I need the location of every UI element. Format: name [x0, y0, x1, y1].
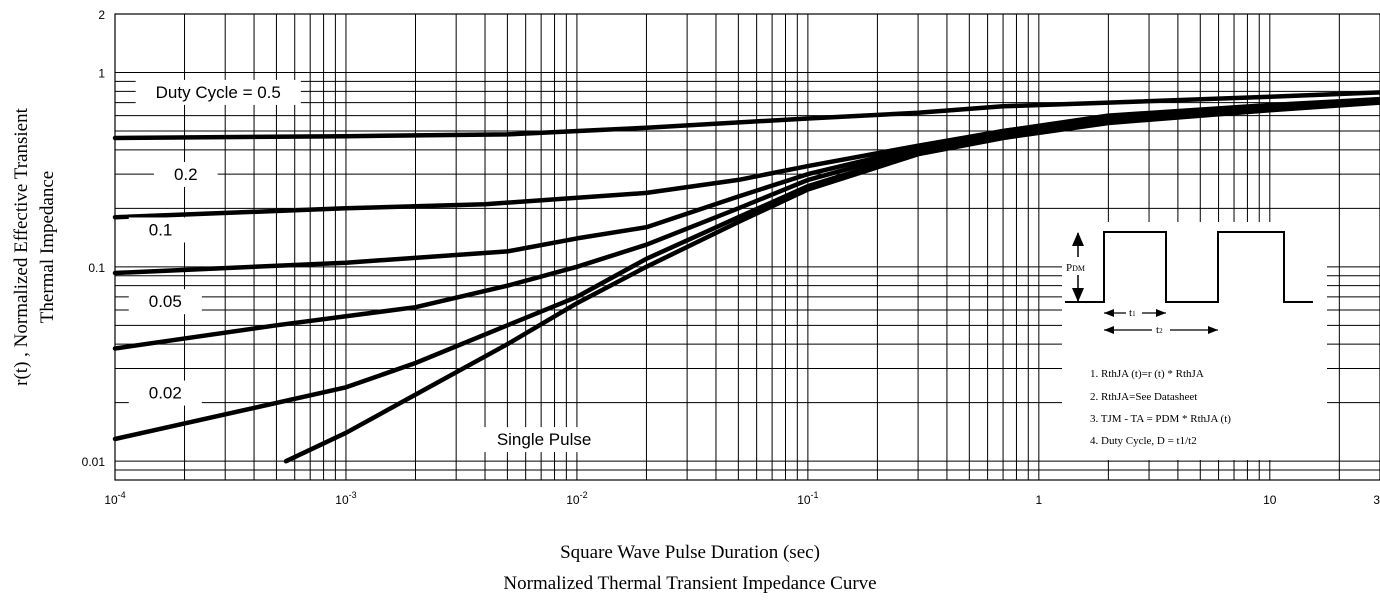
curve-label-bg [128, 380, 202, 406]
pdm-arrow-up-icon [1072, 232, 1084, 246]
pdm-label: PDM [1066, 262, 1085, 274]
x-tick-label: 10-2 [566, 490, 587, 507]
curve-line [283, 100, 1380, 464]
t1-arrow-left-icon [1104, 309, 1114, 317]
y-tick-label: 1 [98, 67, 105, 81]
y-tick-label: 0.1 [88, 261, 105, 275]
t1-label-bg [1126, 305, 1142, 319]
t2-label-bg [1152, 322, 1170, 336]
t2-arrow-left-icon [1104, 326, 1114, 334]
y-tick-label: 0.01 [82, 455, 106, 469]
curve-labels: Duty Cycle = 0.5 0.2 0.1 0.05 0.02 Single Pul… [128, 79, 612, 453]
x-tick-label: 10-4 [104, 490, 125, 507]
x-tick-label: 30 [1373, 493, 1380, 507]
curve-label-bg [128, 289, 202, 315]
curve-label: 0.05 [149, 292, 182, 311]
curves [112, 90, 1380, 464]
x-tick-label: 10 [1263, 493, 1277, 507]
curve-label-bg [135, 79, 301, 105]
curve-label: 0.1 [149, 220, 173, 239]
t2-label: t2 [1156, 324, 1163, 336]
y-tick-labels: 2 1 0.1 0.01 [82, 8, 106, 469]
curve-label: Single Pulse [497, 430, 592, 449]
curve-label: 0.02 [149, 384, 182, 403]
curve-label-bg [128, 217, 193, 243]
x-tick-label: 10-3 [335, 490, 356, 507]
x-tick-labels: 10-4 10-3 10-2 10-1 1 10 30 [104, 490, 1380, 507]
note-4: 4. Duty Cycle, D = t1/t2 [1090, 435, 1197, 447]
curve-line [112, 90, 1380, 141]
x-axis-title: Square Wave Pulse Duration (sec) [560, 542, 820, 563]
pulse-waveform [1065, 231, 1313, 303]
chart-title: Normalized Thermal Transient Impedance C… [503, 573, 876, 594]
x-tick-label: 10-1 [797, 490, 818, 507]
plot-frame [114, 13, 1380, 481]
y-axis-title-line1: r(t) , Normalized Effective Transient [11, 107, 32, 385]
pdm-label-bg [1063, 257, 1095, 275]
pdm-arrow-down-icon [1072, 288, 1084, 302]
note-1: 1. RthJA (t)=r (t) * RthJA [1090, 368, 1204, 380]
note-2: 2. RthJA=See Datasheet [1090, 391, 1197, 403]
curve-label: Duty Cycle = 0.5 [156, 83, 281, 102]
inset-background [1062, 222, 1327, 460]
y-axis-title-line2: Thermal Impedance [37, 171, 58, 323]
pulse-waveform-inset: PDM t1 t2 1. RthJA (t)=r (t) * RthJA 2. … [1062, 222, 1327, 460]
curve-label-bg [476, 427, 612, 453]
curve-label-bg [153, 161, 218, 187]
t2-arrow-right-icon [1208, 326, 1218, 334]
y-tick-label: 2 [98, 8, 105, 22]
t1-arrow-right-icon [1156, 309, 1166, 317]
t1-label: t1 [1129, 307, 1136, 319]
x-tick-label: 1 [1035, 493, 1042, 507]
curve-line [112, 97, 1380, 276]
curve-label: 0.2 [174, 165, 198, 184]
note-3: 3. TJM - TA = PDM * RthJA (t) [1090, 413, 1231, 425]
